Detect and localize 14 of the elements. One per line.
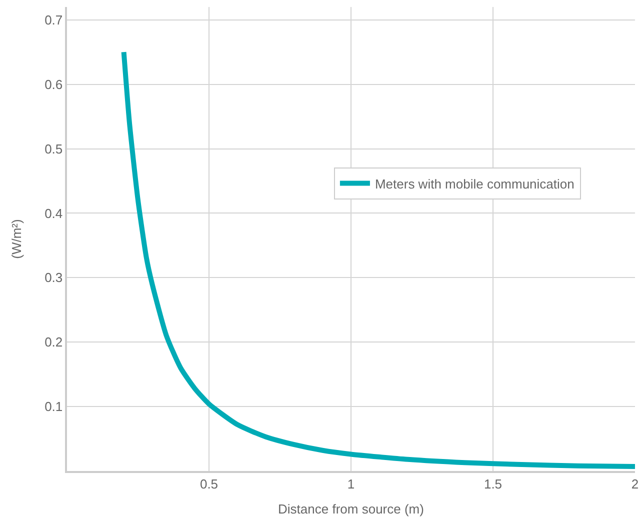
- x-axis-title: Distance from source (m): [278, 501, 424, 516]
- y-axis-title: (W/m²): [9, 219, 24, 259]
- y-tick-label: 0.1: [44, 399, 63, 414]
- x-tick-label: 1: [347, 476, 355, 492]
- y-tick-label: 0.3: [44, 270, 63, 286]
- y-tick-label: 0.7: [44, 12, 63, 28]
- x-tick-label: 1.5: [484, 476, 502, 492]
- y-tick-label: 0.5: [44, 141, 63, 156]
- y-tick-label: 0.6: [44, 76, 63, 92]
- y-tick-label: 0.2: [44, 334, 63, 350]
- x-tick-label: 0.5: [200, 476, 218, 492]
- x-tick-label: 2: [631, 476, 639, 492]
- legend-label: Meters with mobile communication: [374, 176, 574, 192]
- y-tick-label: 0.4: [44, 206, 63, 221]
